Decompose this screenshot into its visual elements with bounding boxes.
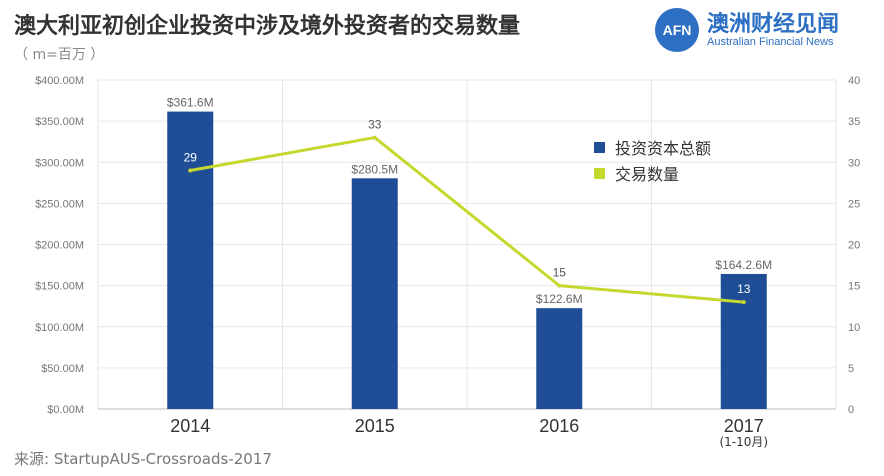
line-point	[188, 168, 193, 173]
x-tick-label: 2014	[170, 416, 210, 436]
bar-data-label: $122.6M	[536, 292, 583, 306]
y-left-tick-label: $0.00M	[47, 404, 84, 416]
bar	[351, 178, 398, 409]
y-left-tick-label: $100.00M	[35, 322, 84, 334]
y-right-tick-label: 40	[848, 75, 860, 87]
y-right-tick-label: 20	[848, 240, 860, 252]
logo-name-en: Australian Financial News	[707, 36, 834, 48]
chart-subtitle: （ m=百万 ）	[14, 47, 105, 63]
legend-swatch-line	[594, 167, 605, 179]
x-tick-label: 2017	[724, 416, 764, 436]
line-series	[188, 136, 746, 304]
bar-data-label: $361.6M	[167, 96, 214, 110]
y-right-tick-label: 10	[848, 322, 860, 334]
bar	[167, 111, 214, 410]
legend-label-line: 交易数量	[615, 165, 680, 184]
y-right-tick-label: 30	[848, 157, 860, 169]
bar	[536, 308, 583, 409]
line-data-label: 15	[553, 266, 567, 280]
logo-name-cn: 澳洲财经见闻	[707, 12, 840, 37]
y-left-tick-label: $350.00M	[35, 116, 84, 128]
x-tick-sublabel: (1-10月)	[719, 435, 768, 449]
y-left-tick-label: $150.00M	[35, 281, 84, 293]
bar	[720, 273, 767, 409]
legend-swatch-bar	[594, 141, 605, 153]
line-data-label: 29	[184, 150, 198, 164]
y-right-tick-label: 5	[848, 363, 854, 375]
bar-data-label: $164.2.6M	[715, 258, 772, 272]
y-left-tick-label: $200.00M	[35, 240, 84, 252]
chart-title: 澳大利亚初创企业投资中涉及境外投资者的交易数量	[14, 14, 521, 39]
y-right-tick-label: 25	[848, 198, 860, 210]
y-right-tick-label: 0	[848, 404, 854, 416]
line-point	[372, 135, 377, 140]
x-tick-label: 2015	[355, 416, 395, 436]
brand-logo: AFN 澳洲财经见闻 Australian Financial News	[655, 8, 865, 54]
x-tick-label: 2016	[539, 416, 579, 436]
line-data-label: 33	[368, 118, 382, 132]
line-point	[557, 283, 562, 288]
y-right-tick-label: 15	[848, 281, 860, 293]
afn-logo-icon: AFN	[655, 8, 699, 52]
y-left-tick-label: $50.00M	[41, 363, 84, 375]
bar-data-label: $280.5M	[351, 162, 398, 176]
y-right-tick-label: 35	[848, 116, 860, 128]
line-data-label: 13	[737, 282, 751, 296]
source-note: 来源: StartupAUS-Crossroads-2017	[14, 450, 272, 468]
legend-item-bar: 投资资本总额	[594, 134, 711, 160]
y-left-tick-label: $400.00M	[35, 75, 84, 87]
line-point	[741, 300, 746, 305]
chart-legend: 投资资本总额 交易数量	[594, 134, 711, 186]
y-left-tick-label: $250.00M	[35, 198, 84, 210]
legend-item-line: 交易数量	[594, 160, 711, 186]
y-left-tick-label: $300.00M	[35, 157, 84, 169]
legend-label-bar: 投资资本总额	[615, 139, 712, 158]
